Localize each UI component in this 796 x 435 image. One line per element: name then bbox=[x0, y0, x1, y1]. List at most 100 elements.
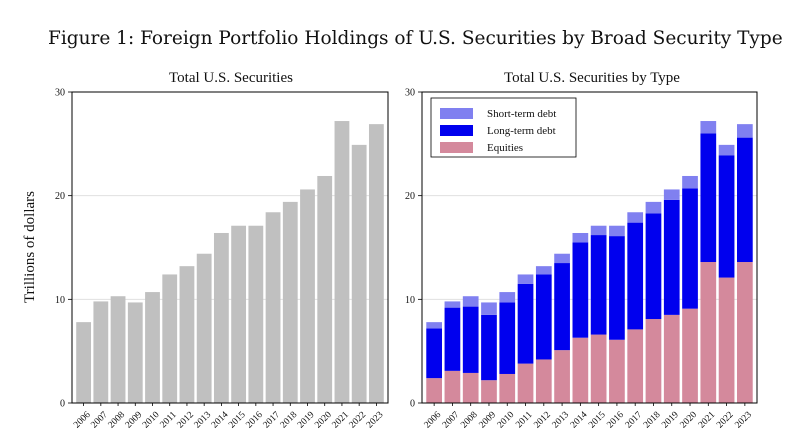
bar-equities-2019 bbox=[663, 314, 680, 403]
bar-equities-2014 bbox=[572, 337, 589, 403]
bar-equities-2008 bbox=[462, 372, 479, 403]
by-type-plot-frame bbox=[421, 91, 758, 404]
bar-short-term-debt-2013 bbox=[554, 253, 570, 264]
bar-long-term-debt-2016 bbox=[609, 236, 625, 340]
bar-equities-2020 bbox=[682, 308, 698, 403]
bar-long-term-debt-2011 bbox=[517, 283, 534, 364]
bar-total-2010 bbox=[145, 292, 160, 403]
total-x-tick-label: 2022 bbox=[348, 410, 369, 431]
bar-equities-2021 bbox=[700, 262, 717, 403]
bar-long-term-debt-2012 bbox=[535, 274, 552, 360]
total-x-tick-label: 2014 bbox=[210, 410, 231, 431]
legend-label-equities: Equities bbox=[487, 142, 523, 154]
bar-long-term-debt-2023 bbox=[737, 137, 753, 263]
bar-equities-2006 bbox=[426, 378, 442, 403]
bar-total-2006 bbox=[76, 322, 92, 403]
bar-short-term-debt-2023 bbox=[737, 124, 753, 138]
legend-label-long-term-debt: Long-term debt bbox=[487, 125, 556, 137]
bar-total-2008 bbox=[110, 296, 126, 403]
bar-short-term-debt-2022 bbox=[718, 144, 735, 156]
bar-total-2016 bbox=[248, 225, 264, 403]
by-type-x-tick-label: 2021 bbox=[697, 410, 718, 431]
total-x-tick-label: 2019 bbox=[296, 410, 317, 431]
by-type-x-tick-label: 2014 bbox=[569, 410, 590, 431]
by-type-x-tick-label: 2008 bbox=[459, 410, 480, 431]
total-x-tick-label: 2006 bbox=[72, 410, 93, 431]
bar-equities-2017 bbox=[627, 329, 644, 403]
bar-long-term-debt-2008 bbox=[462, 306, 479, 373]
total-y-tick-label: 20 bbox=[55, 191, 65, 202]
bar-short-term-debt-2015 bbox=[590, 225, 607, 236]
total-x-tick-label: 2011 bbox=[159, 410, 179, 430]
bar-total-2017 bbox=[265, 212, 281, 403]
bar-short-term-debt-2019 bbox=[663, 189, 680, 200]
bar-long-term-debt-2015 bbox=[590, 235, 607, 335]
bar-total-2018 bbox=[282, 201, 298, 403]
bar-total-2022 bbox=[351, 144, 367, 403]
bar-short-term-debt-2009 bbox=[481, 302, 497, 315]
by-type-x-tick-label: 2022 bbox=[715, 410, 736, 431]
bar-total-2021 bbox=[334, 121, 350, 403]
bar-long-term-debt-2018 bbox=[645, 213, 662, 320]
bar-long-term-debt-2006 bbox=[426, 328, 442, 379]
by-type-x-tick-label: 2007 bbox=[441, 410, 462, 431]
bar-equities-2018 bbox=[645, 319, 662, 403]
bar-total-2009 bbox=[127, 302, 143, 403]
bar-long-term-debt-2019 bbox=[663, 199, 680, 315]
bar-total-2015 bbox=[231, 225, 247, 403]
by-type-x-tick-label: 2009 bbox=[478, 410, 499, 431]
panel-by-type-title: Total U.S. Securities by Type bbox=[504, 70, 680, 86]
bar-short-term-debt-2011 bbox=[517, 274, 534, 284]
by-type-x-tick-label: 2012 bbox=[532, 410, 553, 431]
bar-equities-2012 bbox=[535, 359, 552, 403]
bar-equities-2022 bbox=[718, 277, 735, 403]
bar-total-2014 bbox=[213, 232, 229, 403]
y-axis-label: Trillions of dollars bbox=[22, 191, 38, 303]
by-type-x-tick-label: 2019 bbox=[660, 410, 681, 431]
total-x-tick-label: 2023 bbox=[365, 410, 386, 431]
legend-swatch-equities bbox=[440, 142, 473, 153]
legend-swatch-short-term-debt bbox=[440, 108, 473, 119]
by-type-x-tick-label: 2010 bbox=[496, 410, 517, 431]
bar-long-term-debt-2021 bbox=[700, 133, 717, 263]
total-x-tick-label: 2015 bbox=[227, 410, 248, 431]
total-x-tick-label: 2010 bbox=[141, 410, 162, 431]
bar-equities-2011 bbox=[517, 363, 534, 403]
bar-long-term-debt-2010 bbox=[499, 302, 516, 374]
total-x-tick-label: 2012 bbox=[176, 410, 197, 431]
bar-short-term-debt-2014 bbox=[572, 232, 589, 243]
bar-equities-2013 bbox=[554, 350, 570, 403]
by-type-x-tick-label: 2015 bbox=[587, 410, 608, 431]
panel-total-title: Total U.S. Securities bbox=[169, 70, 293, 86]
panel-by-type: Total U.S. Securities by Type 2006200720… bbox=[405, 70, 758, 431]
by-type-y-tick-label: 0 bbox=[410, 399, 415, 410]
bar-total-2011 bbox=[162, 274, 178, 403]
by-type-x-tick-label: 2018 bbox=[642, 410, 663, 431]
bar-equities-2009 bbox=[481, 380, 497, 403]
by-type-x-tick-label: 2016 bbox=[605, 410, 626, 431]
bar-short-term-debt-2016 bbox=[609, 225, 625, 237]
bar-equities-2023 bbox=[737, 262, 753, 403]
bar-equities-2007 bbox=[444, 370, 461, 403]
total-x-tick-label: 2017 bbox=[262, 410, 283, 431]
bar-total-2012 bbox=[179, 266, 195, 403]
by-type-x-tick-label: 2023 bbox=[733, 410, 754, 431]
bar-equities-2015 bbox=[590, 334, 607, 403]
bar-long-term-debt-2007 bbox=[444, 307, 461, 371]
bar-long-term-debt-2014 bbox=[572, 242, 589, 338]
bar-total-2013 bbox=[196, 253, 212, 403]
bar-short-term-debt-2006 bbox=[426, 322, 442, 329]
panel-total: Total U.S. Securities 200620072008200920… bbox=[55, 70, 389, 431]
total-y-tick-label: 30 bbox=[55, 88, 65, 99]
bar-short-term-debt-2020 bbox=[682, 175, 698, 189]
total-x-tick-label: 2018 bbox=[279, 410, 300, 431]
bar-long-term-debt-2009 bbox=[481, 314, 497, 381]
bar-short-term-debt-2021 bbox=[700, 121, 717, 134]
bar-short-term-debt-2010 bbox=[499, 292, 516, 303]
total-plot-frame bbox=[71, 91, 389, 404]
by-type-x-tick-label: 2017 bbox=[624, 410, 645, 431]
bar-short-term-debt-2012 bbox=[535, 266, 552, 275]
by-type-y-tick-label: 30 bbox=[405, 88, 415, 99]
total-x-tick-label: 2007 bbox=[89, 410, 110, 431]
